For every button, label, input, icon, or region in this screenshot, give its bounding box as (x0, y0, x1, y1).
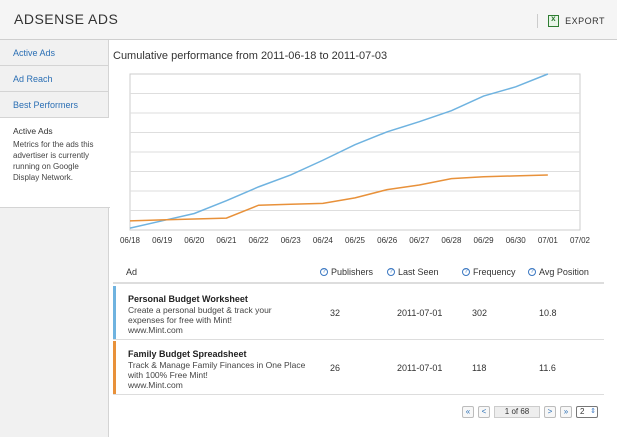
per-page-select[interactable]: 2 (576, 406, 598, 418)
ad-preview: Personal Budget Worksheet Create a perso… (128, 294, 318, 335)
last-page-button[interactable]: » (560, 406, 572, 418)
page-indicator-input[interactable]: 1 of 68 (494, 406, 540, 418)
column-header-ad[interactable]: Ad (126, 267, 137, 277)
x-tick-label: 06/18 (120, 236, 141, 245)
table-header: Ad ? Publishers ? Last Seen ? Frequency … (113, 262, 604, 284)
last-seen-cell: 2011-07-01 (397, 308, 443, 318)
table-row[interactable]: Personal Budget Worksheet Create a perso… (113, 286, 604, 340)
x-tick-label: 06/27 (409, 236, 430, 245)
column-header-avg-position[interactable]: ? Avg Position (528, 267, 589, 277)
x-tick-label: 06/23 (281, 236, 302, 245)
column-label: Avg Position (539, 267, 589, 277)
ad-url: www.Mint.com (128, 380, 183, 390)
performance-chart: 06/18 06/19 06/20 06/21 06/22 06/23 06/24 06/25… (120, 73, 590, 245)
x-tick-label: 06/28 (441, 236, 462, 245)
series-color-bar (113, 286, 116, 339)
help-icon[interactable]: ? (320, 268, 328, 276)
ad-description: Track & Manage Family Finances in One Pl… (128, 360, 306, 370)
table-row[interactable]: Family Budget Spreadsheet Track & Manage… (113, 341, 604, 395)
publishers-cell: 32 (330, 308, 341, 318)
column-header-last-seen[interactable]: ? Last Seen (387, 267, 439, 277)
column-label: Publishers (331, 267, 374, 277)
x-tick-label: 06/29 (474, 236, 495, 245)
chart-title: Cumulative performance from 2011-06-18 t… (113, 50, 388, 62)
sidebar: Active Ads Ad Reach Best Performers Acti… (0, 40, 110, 437)
info-panel-title: Active Ads (13, 126, 53, 136)
ad-preview: Family Budget Spreadsheet Track & Manage… (128, 349, 318, 390)
column-header-publishers[interactable]: ? Publishers (320, 267, 373, 277)
frequency-cell: 302 (472, 308, 488, 318)
column-header-frequency[interactable]: ? Frequency (462, 267, 516, 277)
x-tick-label: 07/01 (538, 236, 559, 245)
excel-export-icon (548, 14, 560, 27)
frequency-cell: 118 (472, 363, 487, 373)
help-icon[interactable]: ? (387, 268, 395, 276)
x-tick-label: 06/24 (313, 236, 334, 245)
help-icon[interactable]: ? (462, 268, 470, 276)
avg-position-cell: 10.8 (539, 308, 557, 318)
series-color-bar (113, 341, 116, 394)
x-tick-label: 06/21 (216, 236, 237, 245)
info-panel-description: Metrics for the ads this advertiser is c… (13, 140, 94, 182)
ad-url: www.Mint.com (128, 325, 183, 335)
export-button[interactable]: EXPORT (537, 14, 605, 28)
last-seen-cell: 2011-07-01 (397, 363, 443, 373)
first-page-button[interactable]: « (462, 406, 474, 418)
help-icon[interactable]: ? (528, 268, 536, 276)
ad-description: Create a personal budget & track your (128, 305, 272, 315)
ad-description: expenses for free with Mint! (128, 315, 232, 325)
x-tick-label: 06/20 (184, 236, 205, 245)
publishers-cell: 26 (330, 363, 341, 373)
x-tick-label: 06/30 (506, 236, 527, 245)
avg-position-cell: 11.6 (539, 363, 556, 373)
prev-page-button[interactable]: < (478, 406, 490, 418)
column-label: Ad (126, 267, 138, 277)
app-title: ADSENSE ADS (14, 11, 119, 27)
export-label: EXPORT (565, 16, 605, 26)
x-tick-label: 06/26 (377, 236, 398, 245)
series-line-1 (129, 73, 549, 229)
sidebar-item-active-ads[interactable]: Active Ads (0, 40, 108, 66)
sidebar-item-ad-reach[interactable]: Ad Reach (0, 66, 108, 92)
next-page-button[interactable]: > (544, 406, 556, 418)
ad-description: with 100% Free Mint! (128, 370, 208, 380)
sidebar-item-best-performers[interactable]: Best Performers (0, 92, 108, 118)
series-line-2 (129, 174, 548, 222)
x-tick-label: 06/19 (152, 236, 173, 245)
pagination: « < 1 of 68 > » 2 (462, 406, 598, 418)
header-bar: ADSENSE ADS EXPORT (0, 0, 617, 40)
column-label: Frequency (473, 267, 516, 277)
ad-title: Personal Budget Worksheet (128, 294, 248, 304)
x-tick-label: 06/22 (249, 236, 270, 245)
x-tick-label: 06/25 (345, 236, 366, 245)
divider (537, 14, 539, 28)
x-tick-label: 07/02 (570, 236, 590, 245)
ad-title: Family Budget Spreadsheet (128, 349, 247, 359)
column-label: Last Seen (398, 267, 439, 277)
sidebar-info-panel: Active Ads Metrics for the ads this adve… (0, 118, 110, 208)
